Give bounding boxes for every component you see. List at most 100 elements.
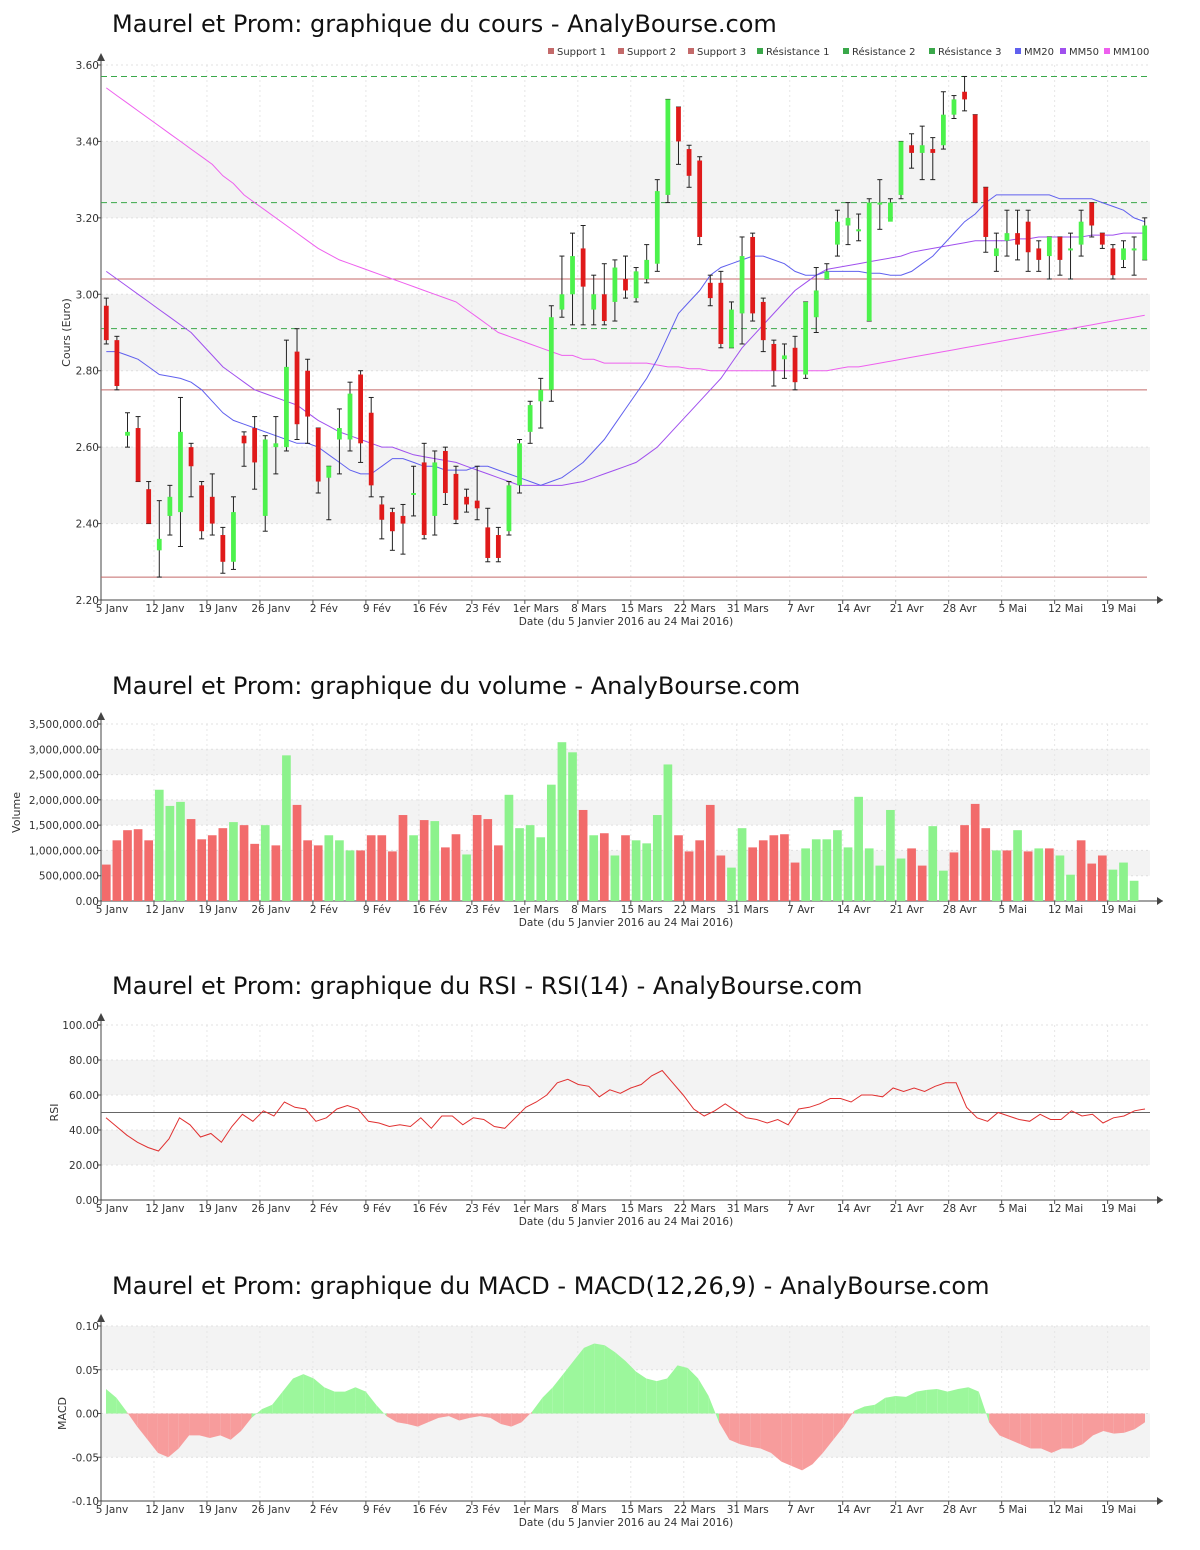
legend-swatch (757, 48, 763, 54)
macd-area (459, 1413, 470, 1421)
candle-body (167, 496, 173, 516)
volume-bar (610, 855, 620, 901)
candle-body (601, 294, 607, 322)
macd-area (698, 1378, 709, 1414)
macd-xtick-label: 19 Mai (1101, 1504, 1136, 1516)
volume-band (101, 749, 1150, 775)
candle-body (114, 340, 120, 386)
macd-area (282, 1378, 293, 1414)
candle-body (527, 405, 533, 432)
macd-area (469, 1413, 480, 1418)
rsi-chart-svg: 0.00 20.00 40.00 60.00 80.00 100.00 5 Janv 12 J… (48, 1013, 1163, 1228)
volume-bar (1108, 869, 1118, 901)
macd-area (1082, 1413, 1093, 1445)
rsi-xtick-label: 19 Mai (1101, 1203, 1136, 1215)
volume-bar (992, 850, 1001, 901)
macd-area (687, 1368, 699, 1414)
rsi-xtick-label: 21 Avr (890, 1203, 924, 1215)
volume-chart-svg: 0.00 500,000.00 1,000,000.00 1,500,000.00 2,… (10, 712, 1163, 929)
macd-area (168, 1413, 179, 1458)
volume-bar (631, 840, 641, 901)
volume-bar (854, 796, 863, 901)
price-ytick-label: 3.40 (76, 136, 99, 148)
volume-ytick-label: 3,000,000.00 (29, 744, 99, 756)
candle-body (845, 217, 851, 226)
legend-swatch (688, 48, 694, 54)
macd-area (771, 1413, 782, 1462)
price-xtick-label: 1er Mars (513, 603, 559, 615)
macd-area (947, 1389, 958, 1414)
macd-area (781, 1413, 792, 1466)
volume-bar (960, 825, 969, 901)
macd-area (906, 1391, 917, 1414)
macd-area (978, 1391, 990, 1423)
volume-bar (695, 840, 705, 901)
volume-bar (133, 829, 143, 901)
macd-chart-title: Maurel et Prom: graphique du MACD - MACD… (112, 1272, 990, 1300)
volume-bar (1055, 855, 1065, 901)
candle-body (1121, 248, 1126, 260)
volume-bar (896, 858, 906, 901)
macd-area (646, 1378, 657, 1414)
macd-area (583, 1343, 595, 1414)
rsi-line (105, 1069, 1146, 1152)
price-xtick-label: 5 Janv (96, 603, 128, 615)
volume-ytick-label: 1,500,000.00 (29, 820, 99, 832)
candle-body (495, 535, 501, 558)
volume-bar (705, 804, 715, 901)
macd-area (365, 1391, 377, 1414)
candle-body (909, 145, 914, 153)
candle-body (262, 439, 268, 516)
volume-bar (737, 828, 747, 901)
candle-body (305, 370, 311, 417)
candle-body (241, 435, 247, 444)
macd-area (656, 1378, 668, 1414)
macd-area (480, 1413, 491, 1418)
legend-label: Support 2 (627, 47, 676, 58)
candle-body (1142, 225, 1148, 260)
price-xtick-label: 22 Mars (674, 603, 716, 615)
rsi-ytick-label: 100.00 (62, 1020, 99, 1032)
candle-body (654, 191, 660, 264)
macd-area (1134, 1413, 1145, 1430)
macd-ytick-label: -0.10 (72, 1496, 99, 1508)
macd-area (272, 1391, 283, 1414)
macd-xtick-label: 28 Avr (943, 1504, 977, 1516)
volume-xtick-label: 28 Avr (943, 904, 977, 916)
macd-area (345, 1387, 356, 1414)
macd-area (324, 1387, 335, 1414)
candle-body (760, 301, 766, 341)
candle-body (835, 221, 840, 245)
candle-body (792, 347, 798, 383)
volume-xtick-label: 12 Janv (145, 904, 184, 916)
candle-body (919, 145, 925, 153)
price-ytick-label: 2.20 (76, 595, 99, 607)
macd-area (532, 1397, 543, 1414)
volume-bar (218, 828, 228, 901)
macd-xtick-label: 2 Fév (310, 1504, 338, 1516)
volume-chart-panel: Maurel et Prom: graphique du volume - An… (0, 672, 1200, 932)
legend-swatch (843, 48, 849, 54)
macd-area (407, 1413, 418, 1427)
legend-swatch (1104, 48, 1110, 54)
candle-body (358, 374, 363, 444)
candle-body (623, 279, 628, 291)
macd-area (563, 1361, 574, 1414)
candle-body (1015, 233, 1020, 245)
price-xtick-label: 9 Fév (363, 603, 391, 615)
volume-bar (1044, 848, 1054, 901)
macd-ytick-label: 0.00 (76, 1409, 99, 1421)
price-ytick-label: 2.60 (76, 442, 99, 454)
macd-area (500, 1413, 512, 1427)
candle-body (231, 512, 236, 562)
candle-body (485, 527, 491, 558)
macd-area (791, 1413, 803, 1471)
candle-body (697, 160, 703, 237)
volume-bar (1034, 848, 1044, 901)
price-ytick-label: 2.80 (76, 366, 99, 378)
rsi-xtick-label: 16 Fév (412, 1203, 447, 1215)
macd-area (542, 1387, 553, 1414)
candle-body (803, 301, 809, 375)
volume-band (101, 799, 1150, 826)
